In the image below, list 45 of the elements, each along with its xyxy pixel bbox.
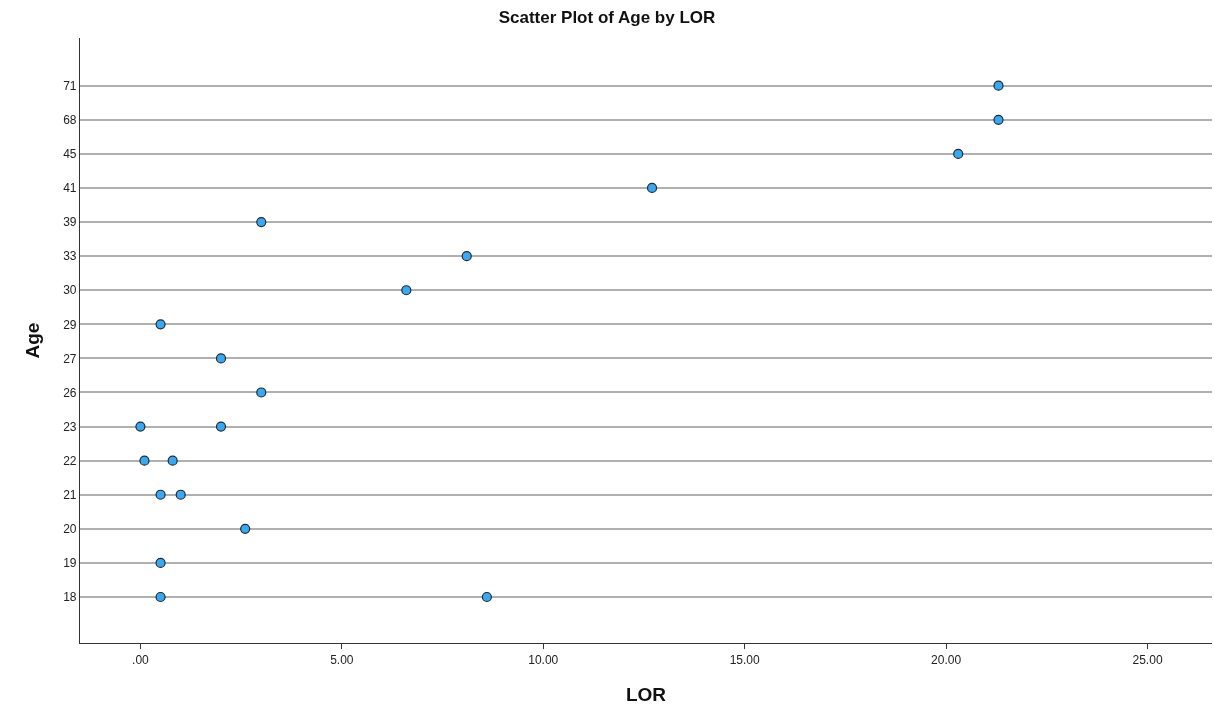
point [155,591,166,603]
point [155,489,166,500]
point [993,80,1004,91]
point [401,285,412,296]
x-tick-label: .00 [132,652,150,667]
point [256,216,267,228]
y-tick-label: 71 [63,78,77,93]
y-tick-label: 68 [63,113,77,127]
point [135,421,146,432]
y-axis-title: Age [21,322,43,359]
point [175,489,186,500]
y-tick-label: 45 [63,147,77,162]
y-tick-label: 29 [63,317,77,332]
y-tick-label: 30 [63,283,77,298]
point [215,353,227,364]
point [461,251,472,262]
x-tick-label: 5.00 [330,652,354,667]
point [155,319,166,330]
point [256,387,267,398]
point [167,455,178,466]
chart-title: Scatter Plot of Age by LOR [498,7,716,27]
y-tick-label: 22 [63,453,77,468]
point [953,148,964,159]
y-tick-label: 20 [63,522,77,537]
x-tick-label: 25.00 [1132,652,1163,667]
x-axis-title: LOR [625,684,667,706]
point [993,114,1004,125]
y-tick-label: 26 [63,385,77,400]
y-tick-label: 23 [63,419,77,434]
y-tick-label: 19 [63,556,77,571]
y-tick-label: 39 [63,215,77,230]
x-tick-label: 20.00 [931,652,962,667]
y-tick-label: 41 [63,181,77,196]
point [215,421,227,432]
y-tick-label: 27 [63,351,77,366]
y-tick-label: 21 [63,487,77,502]
point [155,557,166,568]
point [646,182,658,194]
x-tick-label: 10.00 [528,652,559,667]
y-tick-label: 33 [63,249,77,264]
y-tick-label: 18 [63,590,77,605]
point [240,523,251,534]
point [481,591,492,603]
point [139,455,150,466]
x-tick-label: 15.00 [729,652,761,667]
